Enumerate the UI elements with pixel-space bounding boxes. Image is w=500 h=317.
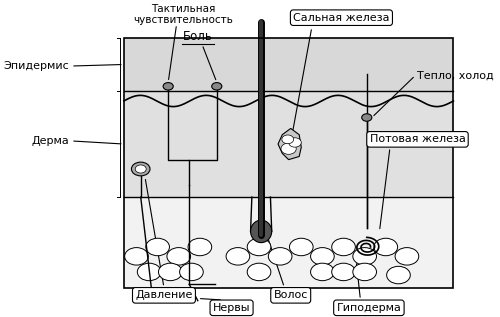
Circle shape [138,263,161,281]
Text: Давление: Давление [136,290,192,300]
Circle shape [310,248,334,265]
Circle shape [167,248,190,265]
Circle shape [158,263,182,281]
Circle shape [132,162,150,176]
Circle shape [374,238,398,256]
Circle shape [226,248,250,265]
Circle shape [290,238,313,256]
Circle shape [395,248,418,265]
Circle shape [135,165,146,173]
Circle shape [353,263,376,281]
Text: Сальная железа: Сальная железа [293,13,390,23]
Bar [124,38,454,91]
Text: Волос: Волос [274,290,308,300]
Text: Тепло, холод: Тепло, холод [418,70,494,81]
Text: Эпидермис: Эпидермис [3,61,69,71]
Polygon shape [278,128,301,160]
Circle shape [310,263,334,281]
Text: Дерма: Дерма [31,136,69,146]
Circle shape [362,114,372,121]
Circle shape [282,135,294,144]
Text: Потовая железа: Потовая железа [370,134,466,144]
Circle shape [180,263,204,281]
Circle shape [386,266,410,284]
Circle shape [163,82,173,90]
Bar [124,91,454,197]
Text: Тактильная
чувствительность: Тактильная чувствительность [133,4,233,25]
Circle shape [212,82,222,90]
Circle shape [281,143,296,154]
Circle shape [188,238,212,256]
Text: Нервы: Нервы [213,303,250,313]
Circle shape [332,238,355,256]
Circle shape [353,248,376,265]
Ellipse shape [250,220,272,243]
Circle shape [268,248,292,265]
Text: Гиподерма: Гиподерма [336,303,402,313]
Circle shape [288,138,302,147]
Circle shape [124,248,148,265]
Text: Боль: Боль [183,30,212,43]
Circle shape [332,263,355,281]
Circle shape [146,238,170,256]
Circle shape [247,238,271,256]
Circle shape [247,263,271,281]
Bar [124,38,454,288]
Bar [124,197,454,288]
